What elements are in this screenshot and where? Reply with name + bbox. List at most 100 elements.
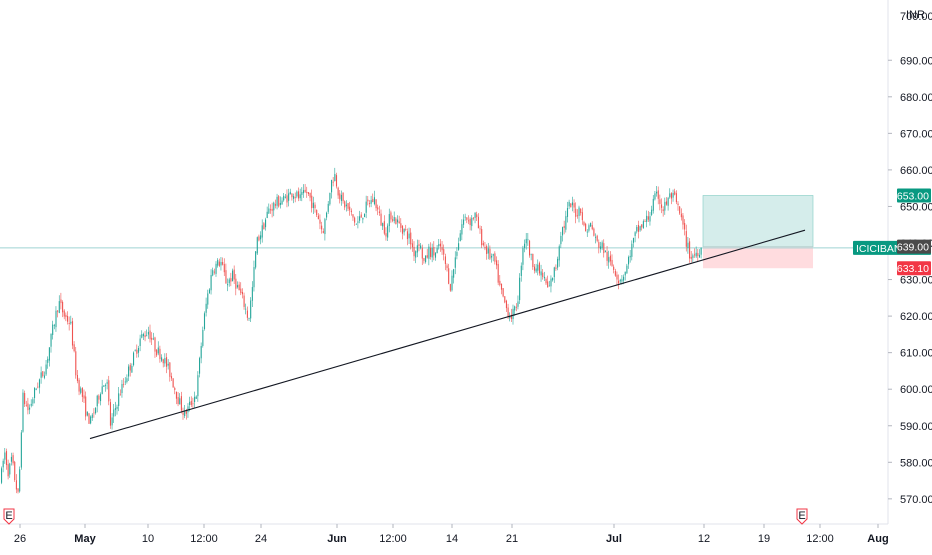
candle-body	[566, 208, 569, 217]
candle-body	[349, 206, 351, 211]
candle-body	[439, 243, 441, 247]
candle-body	[85, 396, 87, 417]
candle-body	[218, 261, 220, 266]
candle-body	[400, 223, 402, 228]
candle-body	[55, 310, 57, 328]
x-tick-label: 12:00	[190, 533, 218, 545]
candle-body	[590, 223, 592, 227]
candle-body	[288, 193, 290, 201]
x-tick-label: 10	[142, 533, 154, 545]
candle-body	[449, 284, 451, 291]
candle-body	[184, 410, 186, 417]
candle-body	[456, 251, 458, 256]
candle-body	[499, 280, 501, 285]
candle-body	[388, 214, 390, 227]
target-zone[interactable]	[702, 195, 814, 247]
candle-body	[274, 204, 276, 206]
candle-body	[359, 216, 361, 221]
candle-body	[195, 396, 197, 399]
candle-body	[502, 288, 504, 297]
x-tick-label: 12	[698, 533, 710, 545]
candle-body	[301, 192, 303, 196]
candle-body	[236, 285, 239, 288]
candle-body	[250, 300, 252, 319]
candle-body	[434, 252, 437, 258]
candle-body	[137, 347, 140, 353]
candle-body	[504, 296, 506, 303]
candle-body	[453, 269, 455, 278]
candle-body	[608, 257, 610, 263]
candle-body	[75, 351, 77, 376]
candle-body	[578, 207, 580, 216]
candle-body	[652, 198, 654, 211]
candle-body	[159, 348, 161, 360]
candle-body	[134, 350, 136, 352]
candle-body	[598, 242, 600, 248]
candle-body	[454, 257, 456, 268]
candle-body	[157, 347, 159, 354]
stop-zone[interactable]	[703, 246, 813, 269]
candle-body	[203, 313, 206, 329]
candle-body	[116, 406, 118, 409]
candle-body	[344, 201, 346, 208]
candle-body	[208, 289, 210, 294]
candle-body	[355, 223, 357, 225]
candle-body	[657, 190, 659, 199]
candle-body	[217, 259, 219, 266]
candle-body	[613, 266, 615, 270]
candle-body	[680, 213, 682, 218]
candle-body	[700, 247, 702, 255]
candle-body	[205, 303, 207, 313]
candle-body	[529, 240, 531, 256]
event-marker-right[interactable]	[796, 508, 808, 525]
candle-body	[433, 247, 435, 256]
candle-body	[326, 212, 328, 218]
candle-body	[588, 225, 590, 231]
candle-body	[126, 378, 128, 383]
candle-body	[466, 217, 468, 220]
candle-body	[690, 256, 692, 259]
candle-body	[390, 212, 392, 220]
y-tick-label: 580.00	[900, 457, 932, 469]
candle-body	[319, 219, 321, 224]
candle-body	[100, 394, 102, 402]
candle-body	[316, 209, 318, 216]
candle-body	[312, 202, 314, 208]
candle-body	[415, 251, 417, 258]
candle-body	[329, 192, 331, 205]
candle-body	[37, 386, 39, 388]
candle-body	[88, 413, 90, 424]
candle-body	[383, 221, 385, 234]
candle-body	[532, 253, 534, 268]
candle-body	[294, 197, 296, 198]
candle-body	[463, 219, 465, 225]
candle-body	[4, 452, 6, 460]
candle-body	[697, 253, 699, 256]
candle-body	[298, 191, 300, 199]
candle-body	[533, 266, 536, 271]
candle-body	[679, 206, 681, 214]
candle-body	[76, 375, 78, 381]
candle-body	[146, 335, 148, 337]
candle-body	[461, 224, 463, 235]
candle-body	[311, 195, 313, 209]
x-tick-label: 14	[446, 533, 458, 545]
candle-body	[497, 264, 499, 283]
candle-body	[240, 288, 242, 294]
candle-body	[413, 246, 415, 257]
candle-body	[368, 203, 371, 205]
candle-body	[616, 274, 618, 280]
event-marker-left[interactable]	[3, 508, 15, 525]
candle-body	[430, 247, 432, 257]
trendline[interactable]	[89, 229, 806, 440]
candle-body	[619, 279, 621, 282]
candle-body	[458, 243, 460, 250]
candle-body	[656, 191, 658, 194]
candle-body	[558, 246, 560, 261]
candle-body	[293, 196, 295, 199]
candle-body	[317, 215, 319, 220]
candle-body	[248, 318, 250, 319]
candle-body	[515, 306, 517, 308]
